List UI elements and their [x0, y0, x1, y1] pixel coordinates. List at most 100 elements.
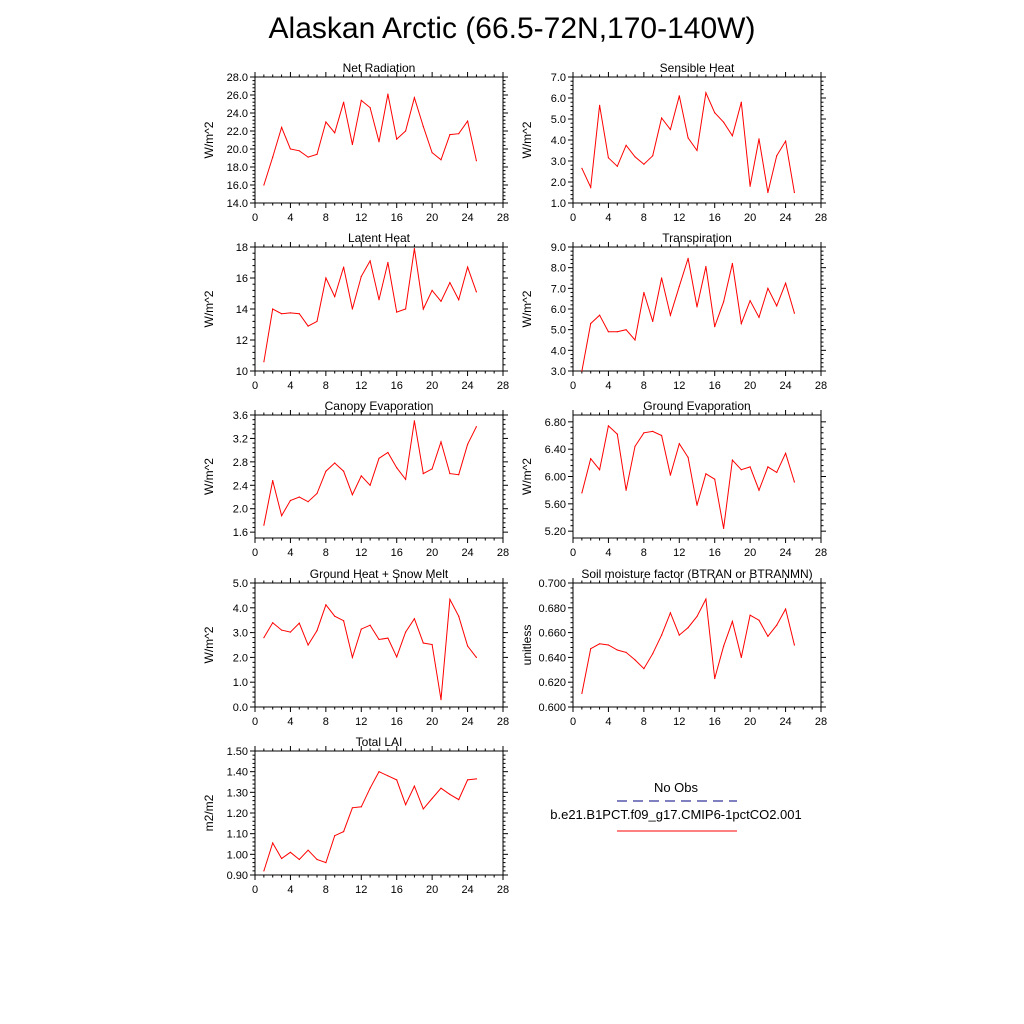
data-point [599, 314, 601, 316]
x-tick-label: 24 [461, 547, 473, 559]
x-tick-label: 28 [497, 547, 509, 559]
panel-title: Transpiration [662, 231, 732, 245]
data-point [731, 262, 734, 265]
x-tick-label: 8 [323, 380, 329, 392]
data-point [475, 656, 477, 659]
chart-panels: Net Radiation W/m^2 0 4 8 12 16 20 24 28 14.0 16.0 1… [202, 61, 827, 896]
data-point [343, 831, 345, 833]
data-point [449, 473, 451, 475]
plot-frame [572, 76, 822, 204]
data-point [661, 117, 663, 119]
data-point [334, 296, 336, 298]
data-point [334, 132, 336, 134]
y-tick-label: 5.0 [551, 114, 566, 126]
data-point [272, 156, 274, 158]
data-point [740, 469, 742, 471]
data-point [440, 159, 442, 161]
x-tick-label: 24 [461, 380, 473, 392]
data-point [325, 121, 327, 123]
y-tick-label: 5.20 [545, 526, 566, 538]
data-point [360, 806, 362, 808]
x-tick-label: 16 [709, 212, 721, 224]
data-point [758, 619, 760, 621]
series-line [263, 248, 477, 362]
data-point [325, 470, 327, 472]
data-point [767, 287, 769, 289]
data-point [467, 443, 469, 445]
x-tick-label: 0 [252, 212, 258, 224]
data-point [590, 322, 592, 325]
x-tick-label: 24 [779, 547, 791, 559]
y-tick-label: 4.0 [233, 603, 248, 615]
data-point [678, 634, 680, 636]
data-point [475, 291, 477, 293]
y-tick-label: 24.0 [227, 108, 248, 120]
series-line [581, 258, 795, 372]
y-tick-label: 7.0 [551, 283, 566, 295]
data-point [740, 101, 742, 103]
data-point [696, 306, 698, 308]
data-point [422, 125, 424, 128]
x-tick-label: 24 [779, 716, 791, 728]
x-tick-label: 12 [355, 212, 367, 224]
data-point [307, 849, 309, 851]
data-point [316, 320, 318, 322]
data-point [378, 638, 380, 641]
x-tick-label: 28 [497, 884, 509, 896]
x-tick-label: 12 [355, 884, 367, 896]
x-tick-label: 20 [744, 212, 756, 224]
data-point [643, 432, 645, 434]
panel-title: Total LAI [356, 735, 403, 749]
x-tick-label: 24 [779, 380, 791, 392]
data-point [449, 282, 451, 284]
y-tick-label: 2.0 [233, 504, 248, 516]
data-point [652, 653, 654, 655]
data-point [581, 492, 583, 494]
x-tick-label: 4 [287, 716, 293, 728]
data-point [776, 305, 778, 307]
x-tick-label: 12 [355, 380, 367, 392]
y-tick-label: 1.0 [233, 677, 248, 689]
x-tick-label: 4 [287, 212, 293, 224]
x-tick-label: 28 [497, 716, 509, 728]
x-tick-label: 4 [287, 547, 293, 559]
y-axis-label: W/m^2 [202, 290, 216, 327]
data-point [378, 771, 380, 773]
data-point [281, 629, 283, 631]
data-point [263, 361, 265, 363]
data-point [749, 614, 751, 616]
data-point [431, 152, 433, 154]
series-line [581, 91, 795, 193]
data-point [616, 649, 618, 651]
data-point [776, 155, 778, 157]
data-point [263, 870, 265, 872]
data-point [449, 134, 451, 136]
y-tick-label: 18 [236, 242, 248, 254]
data-point [449, 793, 451, 796]
data-point [669, 128, 672, 131]
data-point [360, 99, 362, 101]
data-point [590, 648, 592, 650]
data-point [298, 622, 300, 624]
data-point [413, 618, 415, 620]
data-point [458, 799, 460, 801]
data-point [378, 299, 380, 301]
series-line [581, 597, 795, 694]
y-tick-label: 5.0 [551, 325, 566, 337]
data-point [360, 475, 362, 477]
data-point [272, 480, 274, 482]
y-tick-label: 0.680 [538, 603, 566, 615]
x-tick-label: 0 [252, 716, 258, 728]
y-tick-label: 22.0 [227, 126, 248, 138]
data-point [458, 299, 460, 301]
data-point [714, 326, 716, 328]
x-tick-label: 20 [744, 716, 756, 728]
data-point [590, 186, 592, 188]
y-tick-label: 0.90 [227, 870, 248, 882]
x-tick-label: 0 [252, 884, 258, 896]
data-point [652, 430, 654, 432]
data-point [440, 699, 442, 701]
data-point [767, 635, 769, 637]
data-point [298, 496, 300, 498]
y-tick-label: 1.6 [233, 527, 248, 539]
